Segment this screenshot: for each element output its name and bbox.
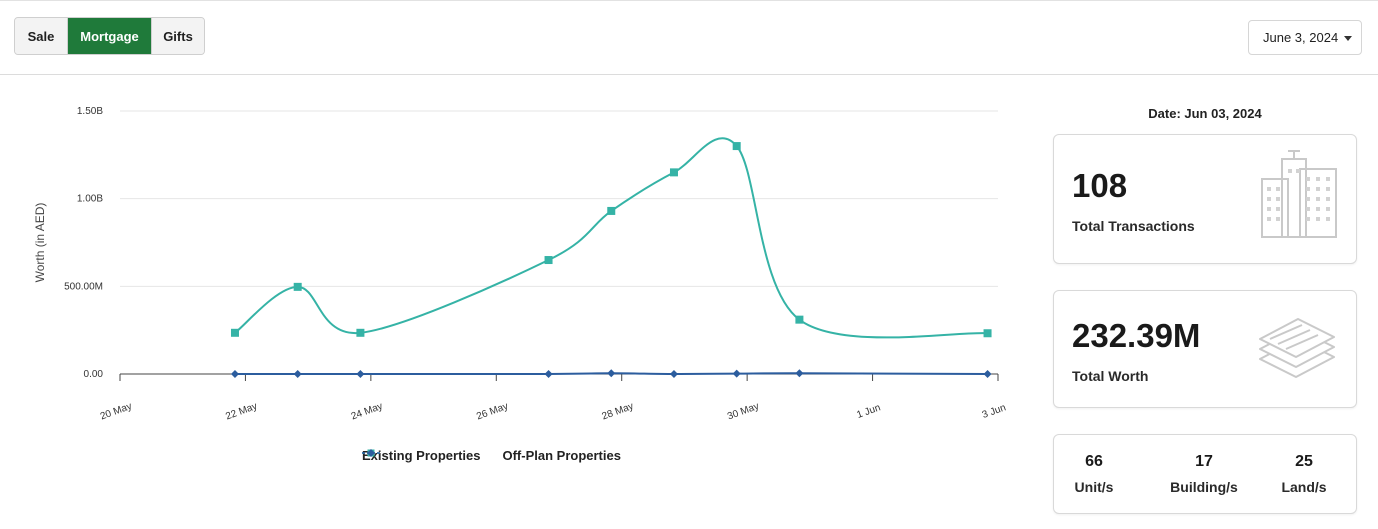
- date-dropdown-value: June 3, 2024: [1263, 30, 1339, 45]
- y-tick-label: 1.50B: [77, 106, 103, 117]
- data-point-offplan: [732, 369, 741, 378]
- x-tick-label: 1 Jun: [855, 402, 882, 421]
- units-label: Unit/s: [1074, 479, 1114, 495]
- x-tick-label: 24 May: [350, 401, 385, 423]
- legend-label-existing: Existing Properties: [362, 448, 481, 463]
- buildings-label: Building/s: [1170, 479, 1238, 495]
- tab-mortgage[interactable]: Mortgage: [68, 18, 151, 54]
- total-worth-value: 232.39M: [1072, 317, 1201, 354]
- legend-label-offplan: Off-Plan Properties: [502, 448, 621, 463]
- legend-diamond-marker-icon: [362, 449, 380, 457]
- units-count: 66: [1085, 453, 1103, 470]
- data-point-existing: [293, 282, 302, 291]
- buildings-count: 17: [1195, 453, 1213, 470]
- y-tick-label: 0.00: [84, 369, 104, 380]
- data-point-existing: [230, 328, 239, 337]
- total-transactions-card: 108 Total Transactions: [1053, 134, 1357, 264]
- data-point-offplan: [544, 370, 553, 378]
- data-point-offplan: [669, 370, 678, 378]
- buildings-icon: [1261, 150, 1337, 238]
- transaction-type-tabs: Sale Mortgage Gifts: [14, 17, 205, 55]
- worth-line-chart: 0.00 500.00M 1.00B 1.50B Worth (in AED) 20 Ma…: [0, 76, 1030, 529]
- data-point-offplan: [795, 369, 804, 378]
- date-dropdown[interactable]: June 3, 2024: [1248, 20, 1362, 55]
- y-tick-label: 1.00B: [77, 194, 103, 205]
- header-divider: [0, 74, 1378, 75]
- legend-item-offplan[interactable]: Off-Plan Properties: [362, 448, 621, 463]
- top-border: [0, 0, 1378, 1]
- money-stack-icon: [1259, 318, 1335, 378]
- property-type-breakdown-card: 66 Unit/s 17 Building/s 25 Land/s: [1053, 434, 1357, 514]
- data-point-offplan: [356, 370, 365, 378]
- y-axis-title: Worth (in AED): [33, 203, 47, 283]
- chart-legend: Existing Properties Off-Plan Properties: [362, 448, 621, 463]
- chart-canvas: 0.00 500.00M 1.00B 1.50B Worth (in AED) 20 Ma…: [33, 106, 1008, 423]
- x-tick-label: 30 May: [726, 401, 761, 423]
- tab-sale[interactable]: Sale: [15, 18, 68, 54]
- y-tick-label: 500.00M: [64, 281, 103, 292]
- data-point-offplan: [983, 370, 992, 378]
- total-worth-card: 232.39M Total Worth: [1053, 290, 1357, 408]
- x-tick-label: 20 May: [99, 401, 134, 423]
- total-transactions-value: 108: [1072, 167, 1128, 204]
- summary-date: Date: Jun 03, 2024: [1148, 106, 1262, 121]
- x-tick-label: 22 May: [224, 401, 259, 423]
- caret-down-icon: [1344, 36, 1352, 41]
- tab-gifts[interactable]: Gifts: [151, 18, 204, 54]
- data-point-existing: [607, 206, 616, 215]
- data-point-offplan: [230, 370, 239, 378]
- series-line-existing: [234, 137, 988, 339]
- x-tick-label: 26 May: [475, 401, 510, 423]
- total-transactions-label: Total Transactions: [1072, 218, 1195, 234]
- lands-label: Land/s: [1281, 479, 1327, 495]
- data-point-existing: [669, 168, 678, 177]
- data-point-existing: [356, 328, 365, 337]
- lands-count: 25: [1295, 453, 1313, 470]
- data-point-offplan: [293, 370, 302, 378]
- x-tick-label: 3 Jun: [981, 402, 1008, 421]
- x-tick-label: 28 May: [601, 401, 636, 423]
- data-point-offplan: [607, 369, 616, 378]
- data-point-existing: [544, 256, 553, 265]
- data-point-existing: [795, 315, 804, 324]
- data-point-existing: [983, 329, 992, 338]
- data-point-existing: [732, 142, 741, 151]
- total-worth-label: Total Worth: [1072, 368, 1149, 384]
